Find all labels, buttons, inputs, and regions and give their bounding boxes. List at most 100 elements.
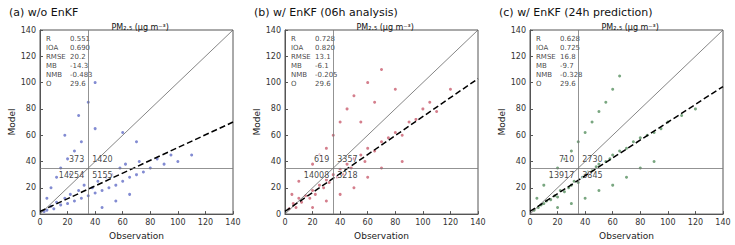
svg-text:MB: MB [46,62,57,70]
svg-text:80: 80 [516,104,526,113]
svg-text:60: 60 [118,218,128,227]
svg-text:R: R [536,35,541,43]
svg-text:120: 120 [21,52,36,61]
svg-text:40: 40 [580,218,590,227]
svg-text:80: 80 [635,218,645,227]
svg-text:20: 20 [62,218,72,227]
svg-text:710: 710 [559,155,574,164]
svg-text:100: 100 [415,218,430,227]
svg-text:Model: Model [252,109,262,136]
svg-text:619: 619 [314,155,329,164]
svg-text:140: 140 [225,218,240,227]
svg-text:80: 80 [145,218,155,227]
svg-text:0.628: 0.628 [560,35,580,43]
svg-text:0.690: 0.690 [70,44,90,52]
svg-text:Observation: Observation [109,231,164,241]
svg-text:O: O [46,80,52,88]
svg-text:40: 40 [90,218,100,227]
svg-text:RMSE: RMSE [291,53,311,61]
svg-text:(c) w/ EnKF (24h prediction): (c) w/ EnKF (24h prediction) [499,6,653,19]
svg-text:3218: 3218 [337,171,357,180]
svg-text:120: 120 [443,218,458,227]
svg-text:O: O [536,80,542,88]
svg-text:29.6: 29.6 [70,80,86,88]
svg-text:IOA: IOA [536,44,548,52]
svg-text:0.551: 0.551 [70,35,90,43]
svg-text:40: 40 [335,218,345,227]
svg-text:Observation: Observation [354,231,409,241]
svg-text:140: 140 [266,26,281,35]
svg-text:60: 60 [271,131,281,140]
svg-text:60: 60 [26,131,36,140]
svg-text:20: 20 [26,183,36,192]
svg-text:100: 100 [21,78,36,87]
svg-text:PM₂.₅ (μg m⁻³): PM₂.₅ (μg m⁻³) [357,23,414,32]
svg-text:0: 0 [276,210,281,219]
svg-text:Observation: Observation [599,231,654,241]
svg-text:-9.7: -9.7 [560,62,574,70]
svg-text:-0.205: -0.205 [315,71,338,79]
svg-text:20: 20 [552,218,562,227]
svg-text:(b) w/ EnKF (06h analysis): (b) w/ EnKF (06h analysis) [254,6,398,19]
svg-text:140: 140 [470,218,485,227]
svg-text:PM₂.₅ (μg m⁻³): PM₂.₅ (μg m⁻³) [112,23,169,32]
svg-text:40: 40 [271,157,281,166]
svg-text:0: 0 [31,210,36,219]
svg-text:80: 80 [390,218,400,227]
svg-text:-0.483: -0.483 [70,71,93,79]
svg-text:40: 40 [26,157,36,166]
svg-text:-14.3: -14.3 [70,62,88,70]
svg-text:100: 100 [266,78,281,87]
svg-text:100: 100 [511,78,526,87]
svg-text:100: 100 [660,218,675,227]
svg-text:R: R [291,35,296,43]
svg-text:0.728: 0.728 [315,35,335,43]
svg-text:IOA: IOA [46,44,58,52]
svg-text:140: 140 [715,218,730,227]
svg-text:(a) w/o EnKF: (a) w/o EnKF [9,6,78,19]
svg-text:PM₂.₅ (μg m⁻³): PM₂.₅ (μg m⁻³) [602,23,659,32]
svg-text:-6.1: -6.1 [315,62,329,70]
svg-text:60: 60 [516,131,526,140]
svg-text:13.1: 13.1 [315,53,331,61]
svg-text:29.6: 29.6 [315,80,331,88]
svg-text:60: 60 [363,218,373,227]
svg-text:80: 80 [271,104,281,113]
svg-text:MB: MB [291,62,302,70]
svg-text:0: 0 [37,218,42,227]
svg-text:IOA: IOA [291,44,303,52]
svg-text:120: 120 [198,218,213,227]
svg-text:20: 20 [307,218,317,227]
svg-text:3357: 3357 [337,155,357,164]
svg-text:RMSE: RMSE [536,53,556,61]
svg-text:-0.328: -0.328 [560,71,583,79]
svg-text:NMB: NMB [46,71,62,79]
svg-text:140: 140 [21,26,36,35]
svg-text:5155: 5155 [92,171,112,180]
svg-text:NMB: NMB [291,71,307,79]
svg-text:20.2: 20.2 [70,53,86,61]
svg-text:373: 373 [69,155,84,164]
svg-text:MB: MB [536,62,547,70]
svg-text:40: 40 [516,157,526,166]
svg-text:80: 80 [26,104,36,113]
svg-text:RMSE: RMSE [46,53,66,61]
svg-text:2730: 2730 [582,155,602,164]
svg-text:1420: 1420 [92,155,112,164]
svg-text:R: R [46,35,51,43]
svg-text:120: 120 [688,218,703,227]
svg-text:140: 140 [511,26,526,35]
svg-text:120: 120 [511,52,526,61]
svg-text:O: O [291,80,297,88]
svg-text:20: 20 [516,183,526,192]
svg-text:100: 100 [170,218,185,227]
svg-text:Model: Model [7,109,17,136]
svg-text:0.820: 0.820 [315,44,335,52]
svg-text:20: 20 [271,183,281,192]
svg-text:29.6: 29.6 [560,80,576,88]
svg-text:0: 0 [527,218,532,227]
svg-text:0: 0 [282,218,287,227]
svg-text:NMB: NMB [536,71,552,79]
svg-text:0.725: 0.725 [560,44,580,52]
svg-text:Model: Model [497,109,507,136]
